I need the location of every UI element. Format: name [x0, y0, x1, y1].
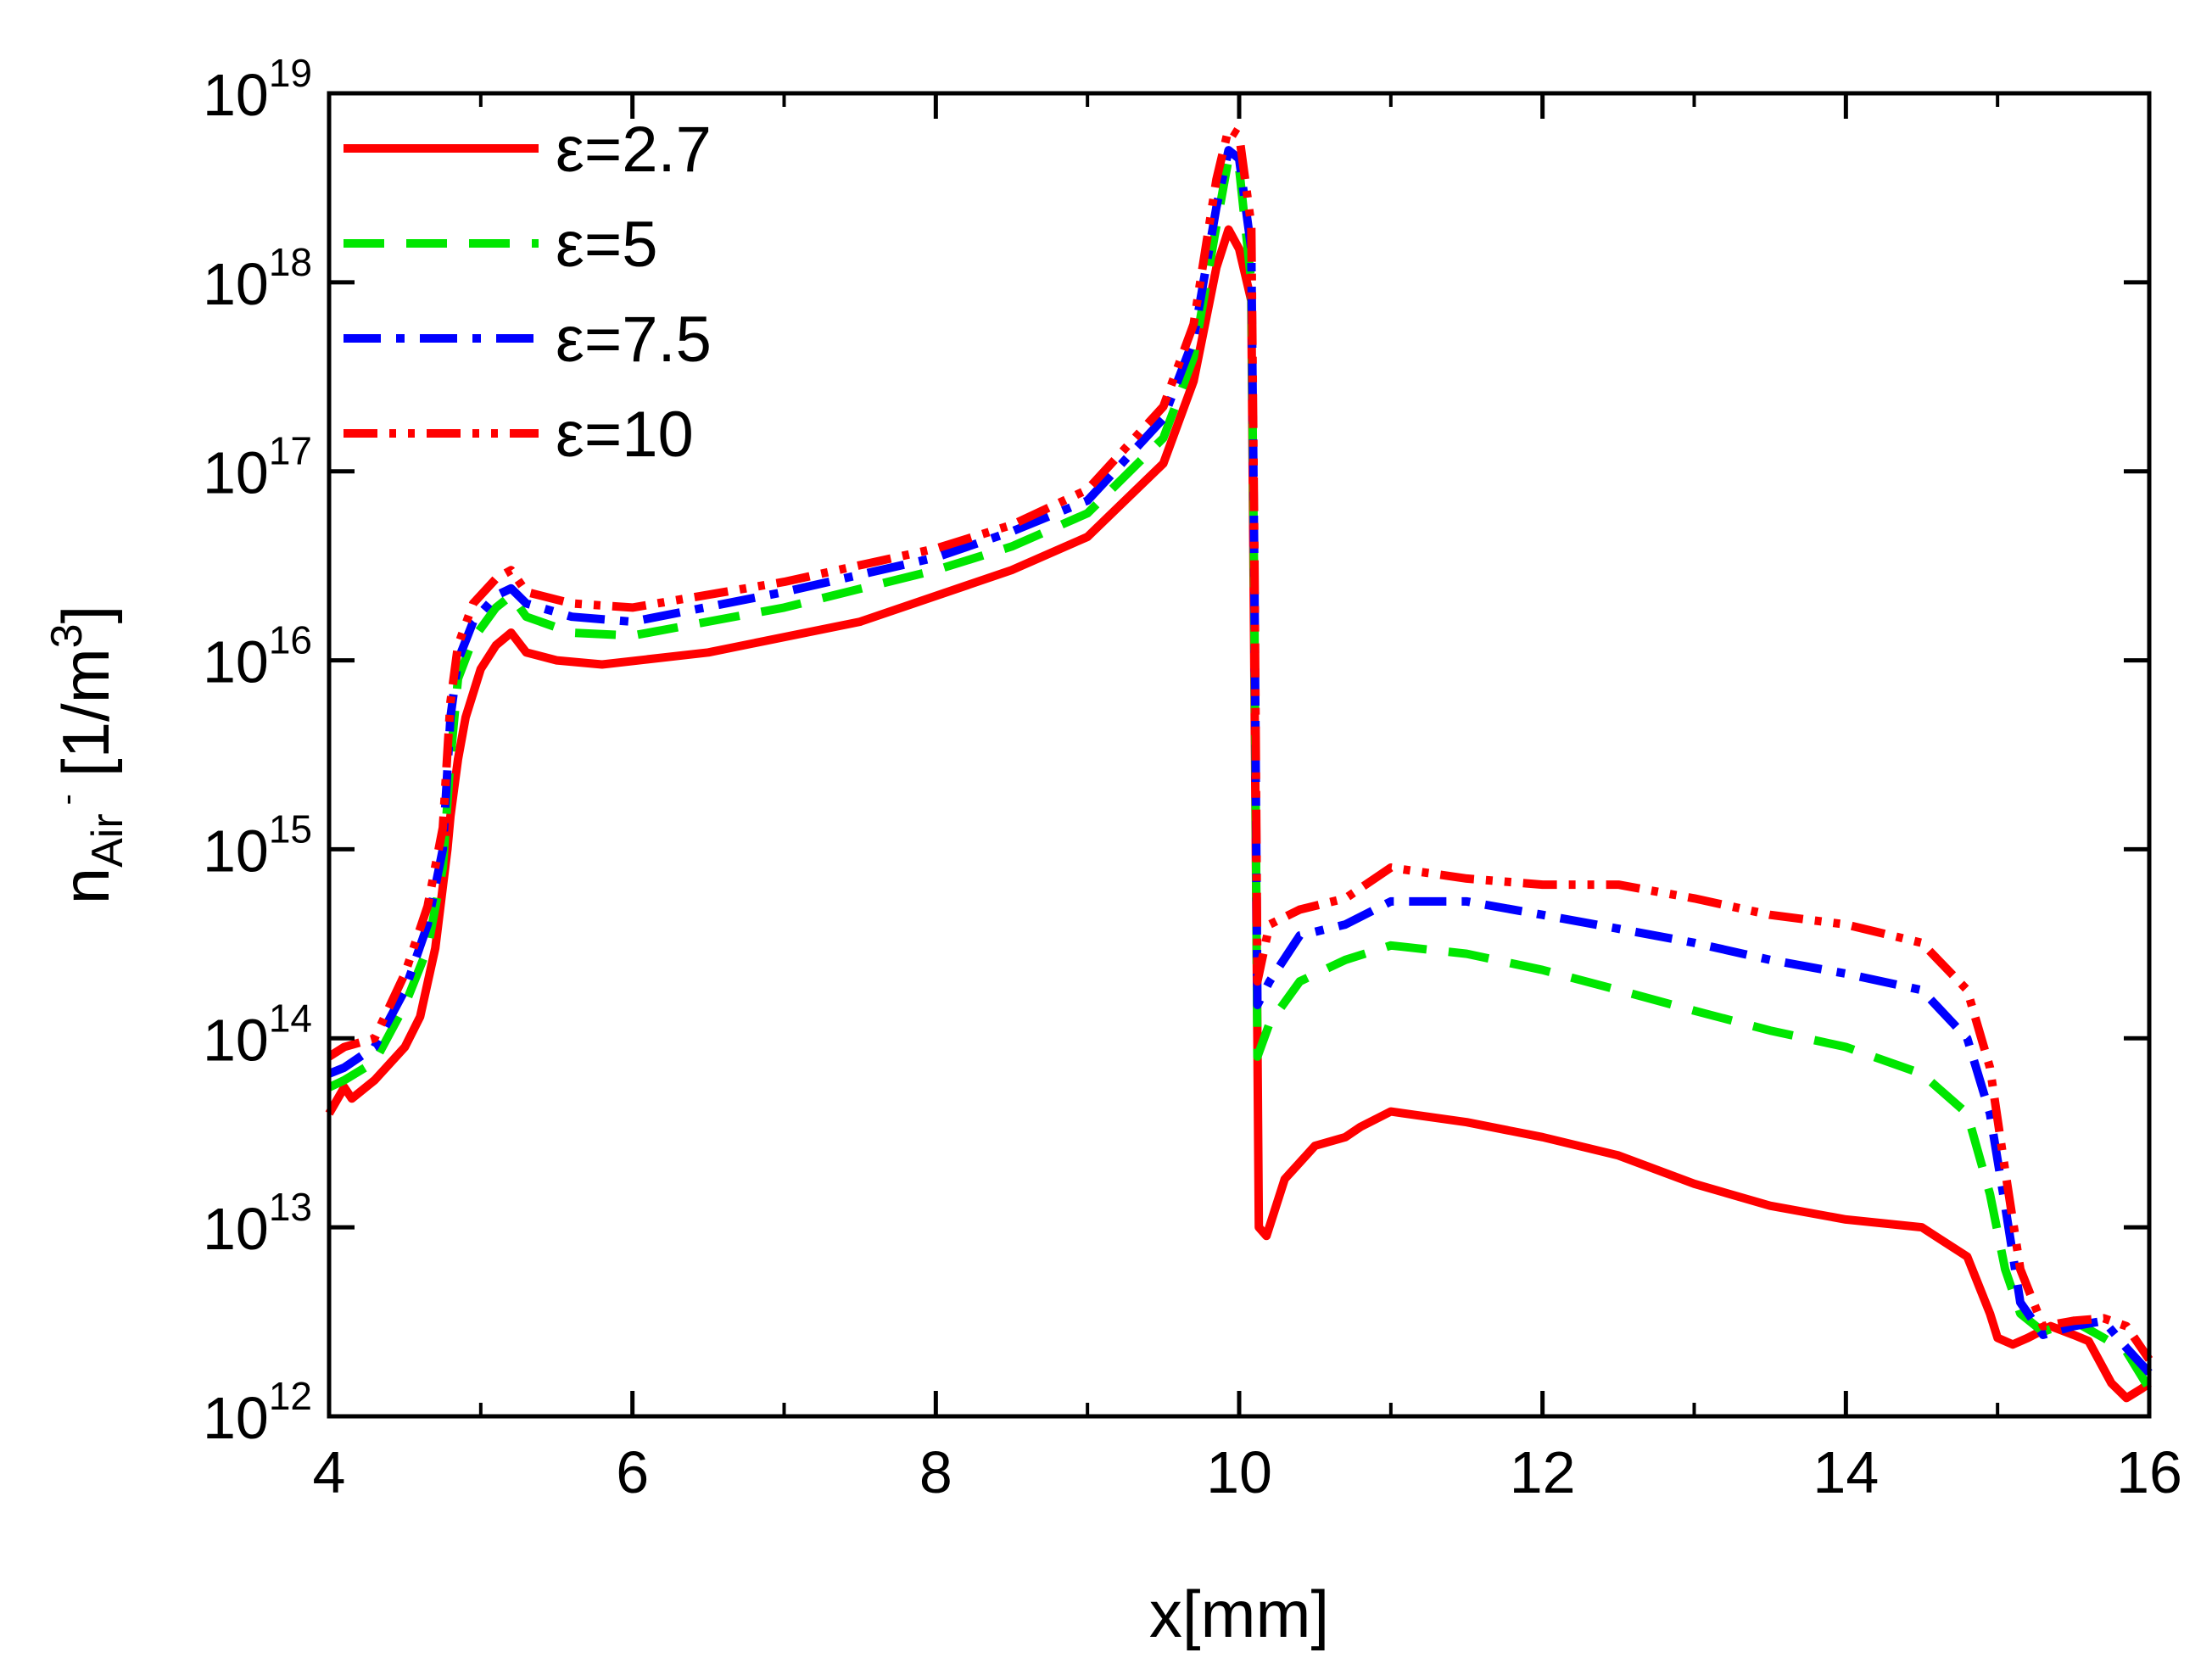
y-axis-label-unit: [1/m	[48, 648, 123, 777]
legend-label-1: ε=5	[556, 209, 658, 281]
legend: ε=2.7 ε=5 ε=7.5 ε=10	[344, 114, 712, 471]
y-axis-label: nAir - [1/m3]	[42, 606, 132, 905]
y-axis-label-sup: -	[48, 794, 86, 805]
x-axis-label: x[mm]	[1149, 1577, 1329, 1651]
ticks-layer: 4 6 8 10 12 14 1610121013101410151016101710181…	[203, 51, 2182, 1505]
y-tick-label: 1018	[203, 240, 312, 317]
legend-label-2: ε=7.5	[556, 304, 712, 376]
y-tick-label: 1014	[203, 996, 312, 1073]
y-tick-label: 1017	[203, 429, 312, 506]
x-tick-label: 12	[1510, 1439, 1576, 1505]
series-line-1	[327, 154, 2153, 1392]
y-tick-label: 1016	[203, 618, 312, 695]
x-tick-label: 16	[2116, 1439, 2182, 1505]
y-axis-label-unit-close: ]	[48, 606, 123, 624]
y-tick-label: 1019	[203, 51, 312, 128]
x-tick-label: 8	[919, 1439, 952, 1505]
x-tick-label: 10	[1206, 1439, 1272, 1505]
y-tick-label: 1013	[203, 1185, 312, 1262]
series-line-2	[327, 146, 2153, 1376]
x-tick-label: 4	[313, 1439, 346, 1505]
legend-label-0: ε=2.7	[556, 114, 712, 186]
y-axis-label-sub: Air	[83, 813, 132, 868]
y-axis-label-main: n	[48, 868, 123, 904]
svg-text:nAir-[1/m3]: nAir - [1/m3]	[42, 606, 132, 905]
series-layer	[325, 124, 2153, 1403]
legend-label-3: ε=10	[556, 399, 694, 471]
y-axis-label-unit-sup: 3	[42, 623, 92, 648]
series-line-3	[327, 124, 2153, 1362]
y-tick-label: 1015	[203, 807, 312, 884]
x-tick-label: 14	[1813, 1439, 1879, 1505]
y-tick-label: 1012	[203, 1374, 312, 1451]
x-tick-label: 6	[616, 1439, 649, 1505]
